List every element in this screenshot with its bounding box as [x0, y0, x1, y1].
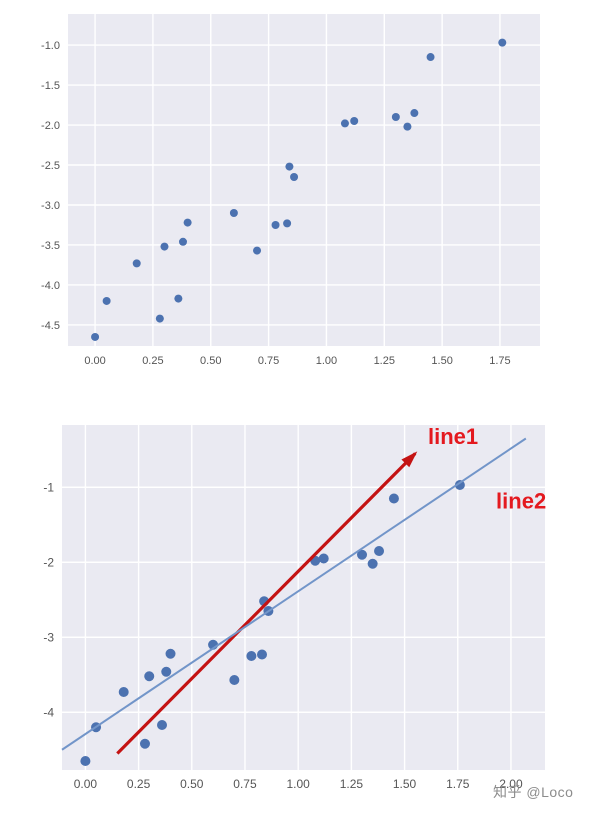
svg-text:-2.0: -2.0	[41, 120, 60, 132]
svg-text:-4.0: -4.0	[41, 280, 60, 292]
svg-text:-1.0: -1.0	[41, 40, 60, 52]
svg-text:0.50: 0.50	[180, 777, 204, 791]
svg-text:0.25: 0.25	[127, 777, 151, 791]
svg-text:0.25: 0.25	[142, 355, 163, 367]
svg-text:-3.0: -3.0	[41, 200, 60, 212]
svg-text:1.50: 1.50	[393, 777, 417, 791]
scatter-chart-top: 0.00 0.25 0.50 0.75 1.00 1.25 1.50 1.75 -1.0 -1.5…	[20, 8, 565, 385]
watermark: 知乎 @Loco	[493, 784, 574, 800]
svg-text:-4: -4	[43, 705, 54, 719]
scatter-plot-canvas-top: 0.00 0.25 0.50 0.75 1.00 1.25 1.50 1.75 -1.0 -1.5…	[41, 14, 540, 367]
svg-text:1.00: 1.00	[287, 777, 311, 791]
scatter-plot-canvas-bottom: 0.00 0.25 0.50 0.75 1.00 1.25 1.50 1.75 2.00 -1 -2…	[43, 424, 546, 791]
svg-text:0.75: 0.75	[258, 355, 279, 367]
svg-text:1.75: 1.75	[489, 355, 510, 367]
scatter-chart-bottom-with-fit-lines: 0.00 0.25 0.50 0.75 1.00 1.25 1.50 1.75 2.00 -1 -2…	[15, 418, 600, 813]
svg-text:-1: -1	[43, 480, 54, 494]
svg-text:0.75: 0.75	[233, 777, 257, 791]
svg-text:0.50: 0.50	[200, 355, 221, 367]
svg-text:1.00: 1.00	[316, 355, 337, 367]
svg-text:-2: -2	[43, 555, 54, 569]
svg-text:-1.5: -1.5	[41, 80, 60, 92]
svg-text:1.50: 1.50	[431, 355, 452, 367]
svg-text:1.25: 1.25	[340, 777, 364, 791]
svg-text:-3.5: -3.5	[41, 240, 60, 252]
svg-text:-4.5: -4.5	[41, 320, 60, 332]
svg-text:2.00: 2.00	[499, 777, 523, 791]
svg-text:line2: line2	[496, 488, 546, 513]
svg-text:0.00: 0.00	[84, 355, 105, 367]
svg-text:0.00: 0.00	[74, 777, 98, 791]
svg-text:-3: -3	[43, 630, 54, 644]
svg-text:1.75: 1.75	[446, 777, 470, 791]
svg-text:line1: line1	[428, 424, 478, 449]
svg-text:1.25: 1.25	[374, 355, 395, 367]
svg-text:-2.5: -2.5	[41, 160, 60, 172]
